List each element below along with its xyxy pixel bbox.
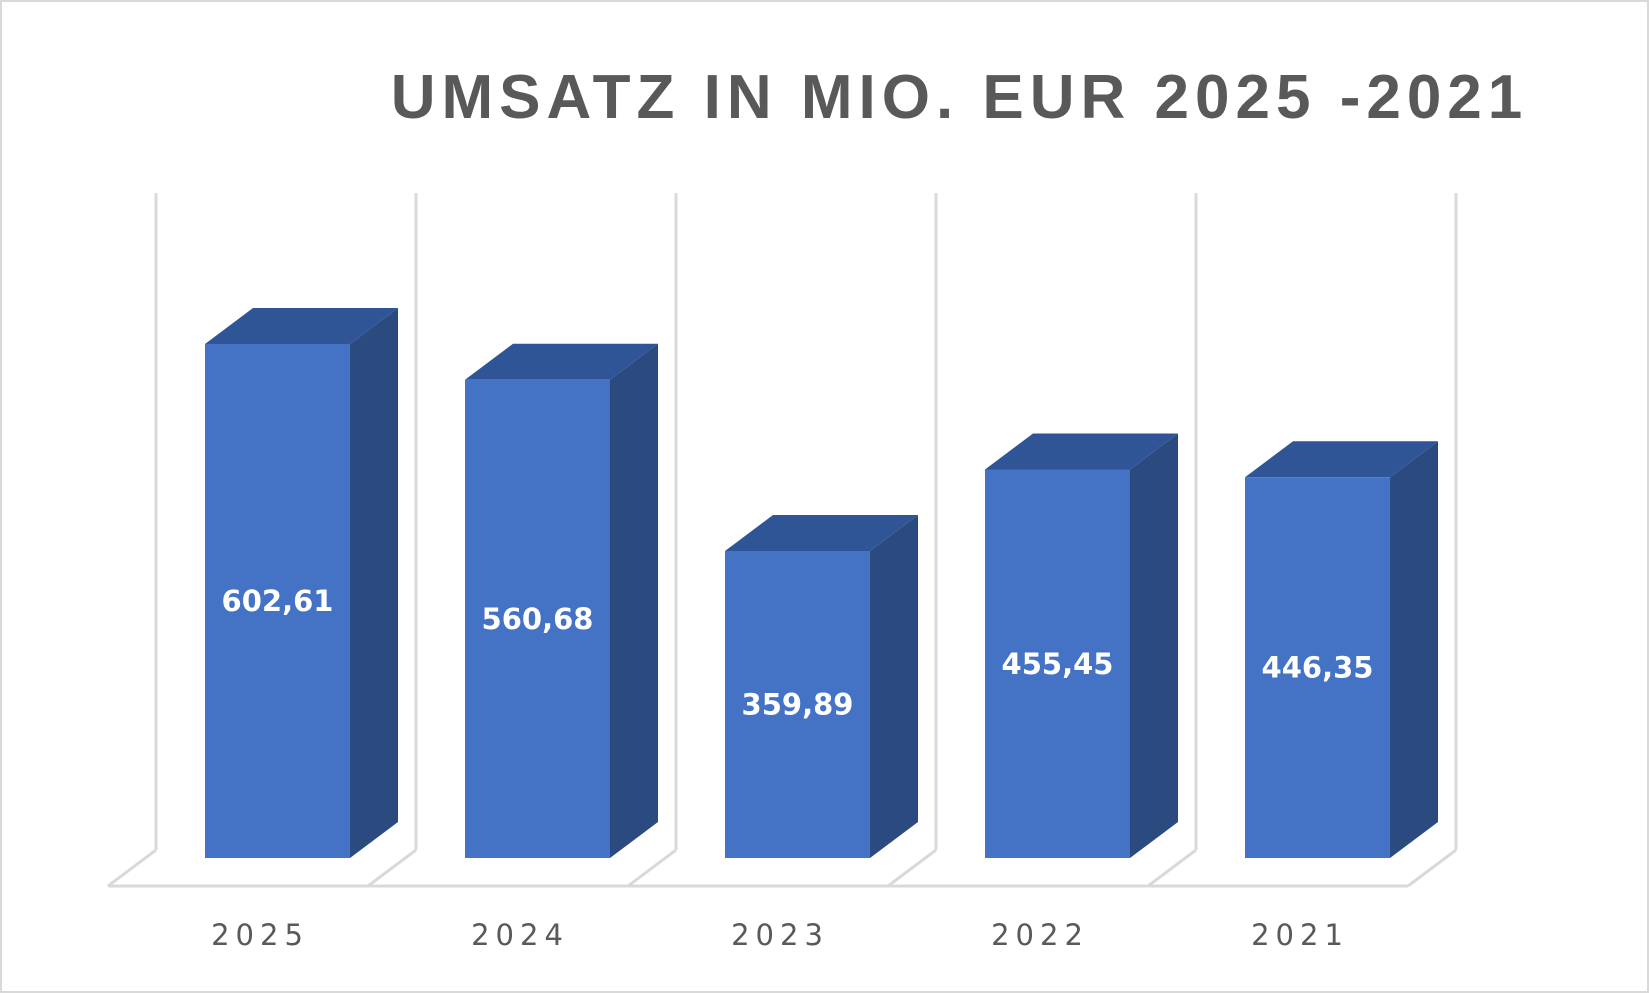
bar-side bbox=[870, 515, 918, 858]
bar-side bbox=[1390, 441, 1438, 858]
data-label: 446,35 bbox=[1262, 651, 1374, 685]
x-tick-label: 2022 bbox=[991, 918, 1089, 952]
bar bbox=[725, 551, 870, 858]
bar-side bbox=[1130, 433, 1178, 858]
bar-side bbox=[350, 307, 398, 859]
bar bbox=[1245, 477, 1390, 858]
bar-top bbox=[985, 433, 1178, 470]
bar bbox=[465, 379, 610, 858]
floor-gridline bbox=[1407, 848, 1457, 888]
floor-gridline bbox=[367, 848, 417, 888]
bar bbox=[205, 343, 350, 859]
bar-top bbox=[725, 515, 918, 552]
floor-gridline bbox=[627, 848, 677, 888]
data-label: 602,61 bbox=[222, 584, 334, 618]
floor-gridline bbox=[107, 848, 157, 888]
data-label: 455,45 bbox=[1002, 647, 1114, 681]
chart-title: UMSATZ IN MIO. EUR 2025 -2021 bbox=[390, 63, 1529, 132]
x-tick-label: 2023 bbox=[731, 918, 829, 952]
x-tick-label: 2021 bbox=[1251, 918, 1349, 952]
x-tick-label: 2025 bbox=[211, 918, 309, 952]
bar-side bbox=[610, 343, 658, 858]
data-label: 560,68 bbox=[482, 602, 594, 636]
data-label: 359,89 bbox=[742, 688, 854, 722]
floor-gridline bbox=[887, 848, 937, 888]
bar-top bbox=[1245, 441, 1438, 478]
x-tick-label: 2024 bbox=[471, 918, 569, 952]
bar-top bbox=[465, 343, 658, 380]
floor-gridline bbox=[1147, 848, 1197, 888]
bar bbox=[985, 469, 1130, 858]
bar-top bbox=[205, 307, 398, 344]
